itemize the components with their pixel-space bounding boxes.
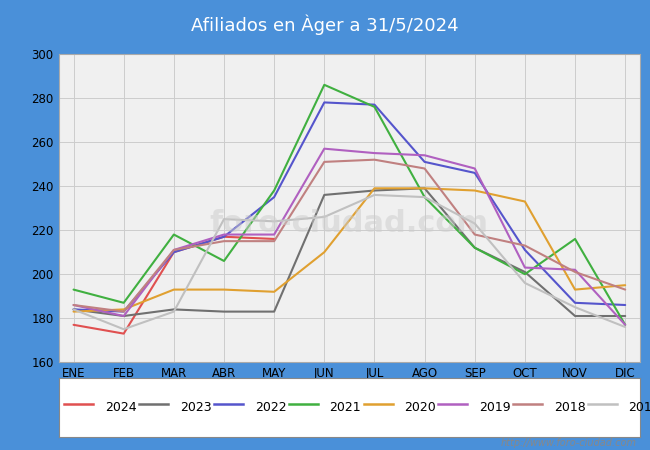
Text: 2019: 2019 [479, 401, 511, 414]
Text: 2018: 2018 [554, 401, 586, 414]
Text: 2022: 2022 [255, 401, 286, 414]
Text: 2023: 2023 [180, 401, 211, 414]
Text: 2024: 2024 [105, 401, 136, 414]
Text: 2020: 2020 [404, 401, 436, 414]
Text: 2021: 2021 [330, 401, 361, 414]
Text: 2017: 2017 [629, 401, 650, 414]
Text: http://www.foro-ciudad.com: http://www.foro-ciudad.com [501, 438, 637, 448]
Text: Afiliados en Àger a 31/5/2024: Afiliados en Àger a 31/5/2024 [191, 14, 459, 35]
Text: foro-ciudad.com: foro-ciudad.com [210, 209, 489, 238]
